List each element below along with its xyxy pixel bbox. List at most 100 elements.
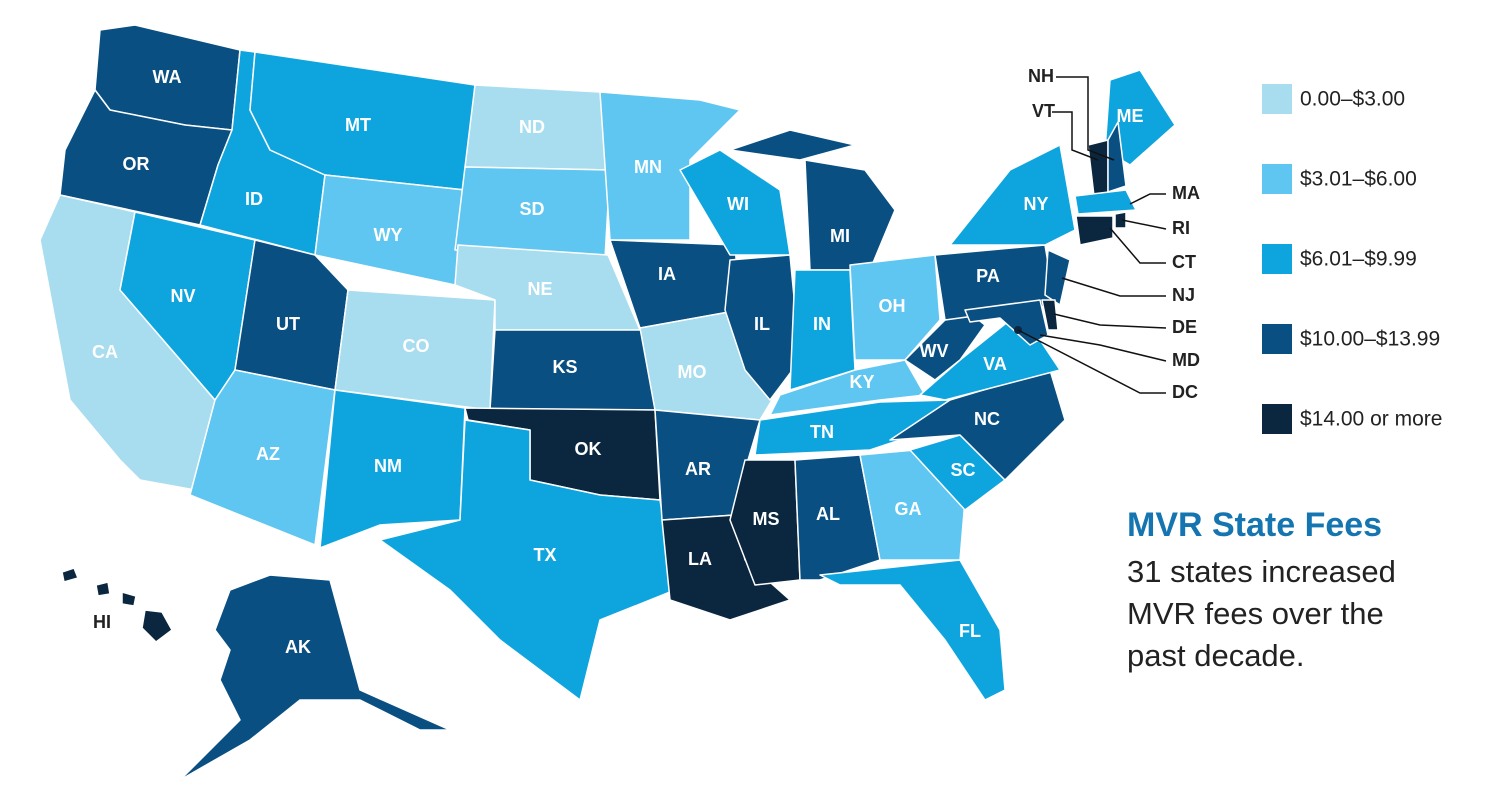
- legend-label: $3.01–$6.00: [1300, 168, 1417, 191]
- state-label: CT: [1172, 252, 1196, 272]
- state-label: GA: [895, 499, 922, 519]
- state-label: IA: [658, 264, 676, 284]
- subtitle-line: past decade.: [1127, 638, 1305, 673]
- state-label: AR: [685, 459, 711, 479]
- state-shape: [729, 129, 856, 161]
- state-label: SC: [950, 460, 975, 480]
- state-shape: [889, 369, 1066, 481]
- state-label: HI: [93, 612, 111, 632]
- leader-line: [1109, 227, 1166, 264]
- state-label: MI: [830, 226, 850, 246]
- state-label: VA: [983, 354, 1007, 374]
- legend-label: $10.00–$13.99: [1300, 328, 1440, 351]
- state-shape: [904, 304, 986, 381]
- legend-swatch: [1262, 324, 1292, 354]
- state-shape: [794, 454, 881, 581]
- legend: 0.00–$3.00 $3.01–$6.00 $6.01–$9.99 $10.00–$…: [1262, 84, 1442, 434]
- state-shape: [1114, 211, 1127, 229]
- state-shape: [849, 254, 941, 361]
- state-shape: [949, 144, 1076, 246]
- subtitle-line: 31 states increased: [1127, 554, 1396, 589]
- legend-swatch: [1262, 84, 1292, 114]
- state-shape: [819, 559, 1006, 701]
- state-label: KS: [552, 357, 577, 377]
- state-label: ID: [245, 189, 263, 209]
- state-shape: [1041, 299, 1059, 331]
- state-shape: [379, 419, 676, 701]
- state-shape: [141, 609, 173, 643]
- state-shape: [1074, 189, 1137, 215]
- state-shape: [1044, 249, 1071, 306]
- leader-line: [1056, 76, 1115, 161]
- state-label: DC: [1172, 382, 1198, 402]
- state-label: IN: [813, 314, 831, 334]
- state-label: FL: [959, 621, 981, 641]
- leader-line: [1039, 334, 1167, 362]
- state-label: AZ: [256, 444, 280, 464]
- state-label: MD: [1172, 350, 1200, 370]
- title: MVR State Fees: [1127, 506, 1382, 544]
- state-shape: [729, 459, 801, 586]
- state-label: MA: [1172, 183, 1200, 203]
- state-label: PA: [976, 266, 1000, 286]
- legend-label: 0.00–$3.00: [1300, 88, 1405, 111]
- state-label: MO: [678, 362, 707, 382]
- state-label: NY: [1023, 194, 1048, 214]
- state-label: MT: [345, 115, 371, 135]
- state-label: NM: [374, 456, 402, 476]
- leader-line: [1129, 193, 1166, 205]
- state-label: AL: [816, 504, 840, 524]
- state-label: SD: [519, 199, 544, 219]
- state-label: UT: [276, 314, 300, 334]
- state-shape: [189, 369, 336, 546]
- state-label: RI: [1172, 218, 1190, 238]
- state-label: MS: [753, 509, 780, 529]
- state-shape: [61, 567, 79, 583]
- state-label: ND: [519, 117, 545, 137]
- state-shape: [1104, 69, 1176, 166]
- state-shape: [1075, 215, 1114, 246]
- subtitle: 31 states increased MVR fees over the past…: [1127, 554, 1396, 673]
- states-layer: WA OR CA NV ID MT WY UT CO AZ NM ND SD NE KS OK TX MN IA MO…: [39, 24, 1200, 781]
- state-label: WI: [727, 194, 749, 214]
- leader-line: [1061, 277, 1166, 297]
- state-label: WV: [920, 341, 949, 361]
- state-label: WY: [374, 225, 403, 245]
- state-label: CO: [403, 336, 430, 356]
- state-shape: [804, 159, 896, 271]
- state-label: OH: [879, 296, 906, 316]
- state-shape: [1107, 121, 1127, 193]
- state-shape: [724, 254, 801, 401]
- state-label: WA: [153, 67, 182, 87]
- legend-label: $14.00 or more: [1300, 408, 1442, 431]
- state-shape: [679, 149, 791, 256]
- leader-line: [1052, 111, 1099, 161]
- state-label: ME: [1117, 106, 1144, 126]
- state-label: AK: [285, 637, 311, 657]
- state-shape: [964, 299, 1049, 346]
- state-label: TN: [810, 422, 834, 442]
- subtitle-line: MVR fees over the: [1127, 596, 1384, 631]
- state-shape: [179, 574, 451, 781]
- state-shape: [121, 591, 137, 607]
- state-label: DE: [1172, 317, 1197, 337]
- state-label: OR: [123, 154, 150, 174]
- state-label: MN: [634, 157, 662, 177]
- leader-line: [1017, 329, 1166, 394]
- state-label: IL: [754, 314, 770, 334]
- state-label: NH: [1028, 66, 1054, 86]
- state-label: NE: [527, 279, 552, 299]
- legend-swatch: [1262, 164, 1292, 194]
- state-label: TX: [533, 545, 556, 565]
- state-shape: [319, 389, 466, 549]
- leader-line: [1053, 313, 1167, 329]
- state-label: NC: [974, 409, 1000, 429]
- legend-swatch: [1262, 404, 1292, 434]
- state-label: VT: [1032, 101, 1055, 121]
- legend-swatch: [1262, 244, 1292, 274]
- state-label: OK: [575, 439, 602, 459]
- legend-label: $6.01–$9.99: [1300, 248, 1417, 271]
- state-label: CA: [92, 342, 118, 362]
- leader-line: [1121, 219, 1167, 230]
